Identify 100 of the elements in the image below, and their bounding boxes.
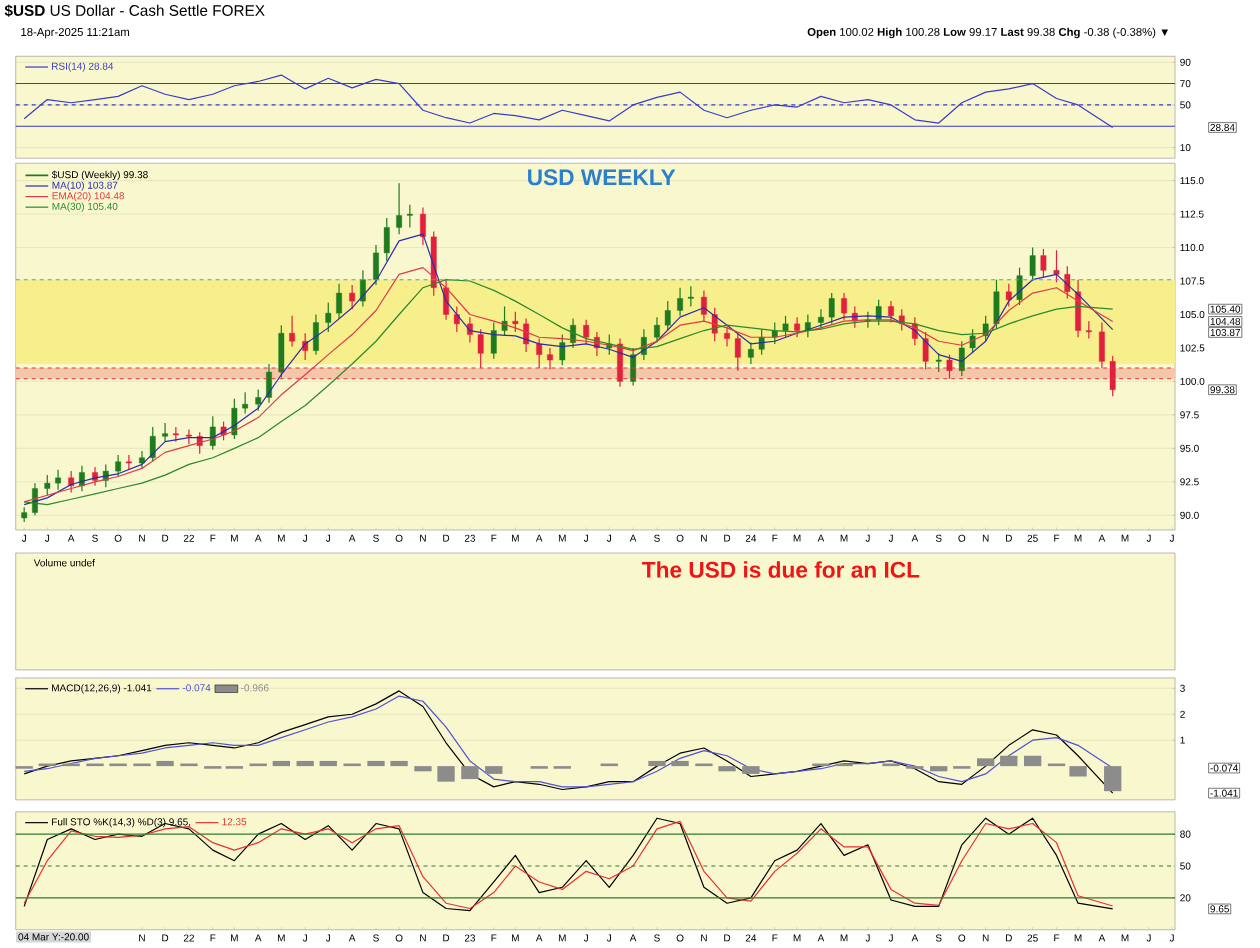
candlestick [748, 342, 754, 365]
x-tick-label: D [162, 534, 169, 542]
candlestick [701, 289, 707, 322]
x-tick-label: D [443, 934, 450, 942]
x-tick-label: O [958, 934, 966, 942]
x-tick-label: O [395, 534, 403, 542]
x-tick-label: 22 [183, 934, 194, 942]
x-tick-label: M [1121, 534, 1129, 542]
candlestick [935, 352, 942, 373]
candlestick [888, 300, 894, 324]
y-tick-label: 80 [1180, 830, 1191, 838]
text: 103.87 [1210, 329, 1241, 337]
candlestick [396, 182, 402, 235]
candlestick [1029, 247, 1036, 282]
x-tick-label: A [1098, 934, 1106, 942]
bar [437, 766, 455, 782]
x-tick-label: D [443, 534, 450, 542]
x-tick-label: F [772, 934, 778, 942]
x-tick-label: J [865, 534, 870, 542]
x-tick-label: A [67, 534, 75, 542]
text: 104.48 [1210, 318, 1241, 326]
x-tick-label: N [139, 534, 145, 542]
x-tick-label: F [1054, 534, 1060, 542]
candlestick [255, 388, 262, 412]
x-tick-label: N [139, 934, 145, 942]
x-tick-label: J [583, 934, 588, 942]
candlestick [782, 315, 789, 338]
candlestick [501, 305, 508, 337]
x-tick-label: O [676, 934, 684, 942]
bar [296, 761, 314, 767]
candlestick [289, 315, 295, 348]
candlestick [523, 318, 529, 353]
y-tick-label: 3 [1180, 684, 1185, 692]
bar [530, 766, 548, 769]
x-tick-label: J [606, 934, 612, 942]
x-tick-label: M [1074, 534, 1082, 542]
bar [272, 761, 290, 767]
x-tick-label: 24 [745, 534, 757, 542]
x-tick-label: F [210, 934, 216, 942]
candlestick [559, 334, 566, 367]
x-tick-label: S [92, 534, 98, 542]
x-tick-label: S [373, 534, 379, 542]
bar [1023, 755, 1042, 767]
bar [742, 766, 760, 775]
x-tick-label: O [958, 534, 966, 542]
x-tick-label: J [888, 534, 893, 542]
x-tick-label: 23 [464, 534, 476, 542]
legend-label: 12.35 [222, 818, 247, 826]
x-tick-label: J [888, 934, 893, 942]
candlestick [1040, 248, 1047, 278]
candlestick [406, 204, 413, 229]
text: The USD is due for an ICL [642, 561, 920, 578]
candlestick [536, 338, 543, 369]
x-tick-label: F [491, 934, 497, 942]
candlestick [162, 422, 168, 443]
y-tick-label: 107.5 [1180, 277, 1205, 285]
x-tick-label: S [935, 534, 942, 542]
bar [461, 766, 479, 780]
x-tick-label: D [1005, 534, 1012, 542]
y-tick-label: 1 [1180, 736, 1185, 744]
x-tick-label: A [1098, 534, 1106, 542]
text: 99.38 [1210, 386, 1235, 394]
bar [225, 766, 244, 769]
candlestick [55, 469, 61, 491]
candlestick [687, 285, 694, 308]
y-tick-label: 95.0 [1180, 444, 1199, 453]
candlestick [186, 429, 192, 446]
legend-label: MACD(12,26,9) -1.041 [52, 684, 152, 694]
candlestick [467, 316, 473, 344]
x-tick-label: J [1146, 934, 1151, 942]
bar [553, 766, 571, 769]
y-tick-label: 90.0 [1180, 511, 1199, 519]
x-tick-label: D [162, 934, 169, 942]
x-tick-label: J [865, 934, 870, 942]
y-tick-label: 10 [1180, 144, 1191, 152]
x-tick-label: N [701, 534, 707, 542]
text: -1.041 [1210, 789, 1238, 797]
x-tick-label: S [373, 934, 379, 942]
y-tick-label: 50 [1180, 101, 1191, 109]
x-tick-label: 24 [745, 934, 757, 942]
x-tick-label: M [511, 534, 519, 542]
bar [977, 758, 995, 767]
candlestick [734, 332, 741, 372]
candlestick [841, 292, 847, 321]
x-tick-label: J [302, 934, 307, 942]
bar [1104, 766, 1122, 792]
x-tick-label: J [44, 534, 50, 542]
x-tick-label: J [583, 534, 588, 542]
x-tick-label: M [840, 534, 848, 542]
candlestick [44, 474, 51, 496]
y-tick-label: 92.5 [1180, 478, 1199, 486]
x-tick-label: A [629, 534, 637, 542]
bar [906, 766, 924, 769]
bar [319, 761, 337, 767]
bar [930, 766, 948, 772]
candlestick [677, 287, 683, 317]
x-tick-label: A [348, 934, 356, 942]
candlestick [512, 311, 519, 333]
x-tick-label: D [724, 934, 731, 942]
legend-label: MA(10) 103.87 [52, 181, 118, 191]
